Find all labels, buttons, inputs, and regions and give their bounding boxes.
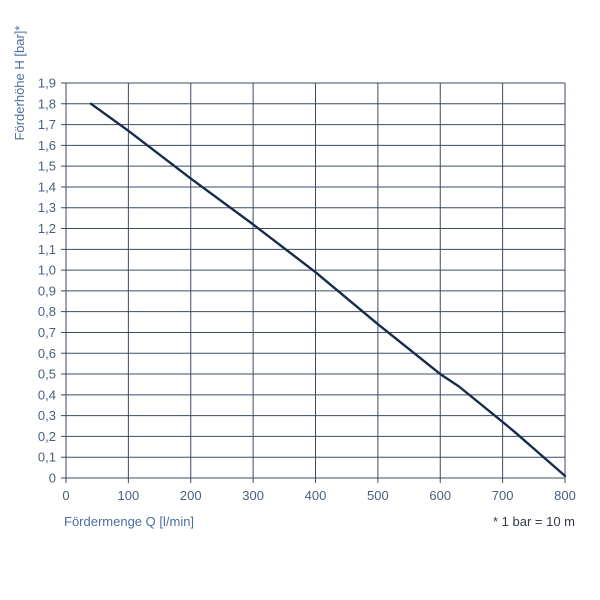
y-tick-labels: 0 0,1 0,2 0,3 0,4 0,5 0,6 0,7 0,8 0,9 1,0 1,1 1,2 1,3…	[38, 76, 56, 486]
y-tick-label: 0,1	[38, 450, 56, 465]
x-tick-labels: 0 100 200 300 400 500 600 700 800	[62, 488, 575, 503]
x-tick-label: 700	[492, 488, 514, 503]
y-tick-label: 1,7	[38, 117, 56, 132]
x-tick-label: 300	[242, 488, 264, 503]
unit-note: * 1 bar = 10 m	[493, 514, 575, 529]
y-tick-label: 1,1	[38, 242, 56, 257]
y-tick-label: 0,8	[38, 304, 56, 319]
y-tick-label: 1,4	[38, 179, 56, 194]
y-tick-label: 1,0	[38, 263, 56, 278]
y-tick-label: 0,7	[38, 325, 56, 340]
x-tick-label: 800	[554, 488, 576, 503]
y-tick-label: 1,2	[38, 221, 56, 236]
y-tick-label: 1,3	[38, 200, 56, 215]
y-tick-label: 0,3	[38, 408, 56, 423]
y-tick-label: 1,5	[38, 159, 56, 174]
y-tick-label: 1,6	[38, 138, 56, 153]
x-tick-label: 400	[305, 488, 327, 503]
x-axis-label: Fördermenge Q [l/min]	[64, 514, 194, 529]
y-axis-label: Förderhöhe H [bar]*	[12, 26, 27, 141]
y-tick-label: 0,6	[38, 346, 56, 361]
y-tick-label: 0	[49, 471, 56, 486]
x-tick-label: 500	[367, 488, 389, 503]
series-lines	[89, 102, 567, 478]
grid-lines	[61, 82, 566, 483]
y-tick-label: 1,8	[38, 96, 56, 111]
y-tick-label: 0,5	[38, 367, 56, 382]
y-tick-label: 0,9	[38, 283, 56, 298]
x-tick-label: 0	[62, 488, 69, 503]
y-tick-label: 0,4	[38, 387, 56, 402]
x-tick-label: 100	[118, 488, 140, 503]
y-tick-label: 0,2	[38, 429, 56, 444]
x-tick-label: 600	[429, 488, 451, 503]
y-tick-label: 1,9	[38, 76, 56, 91]
x-tick-label: 200	[180, 488, 202, 503]
series-line	[89, 102, 567, 478]
